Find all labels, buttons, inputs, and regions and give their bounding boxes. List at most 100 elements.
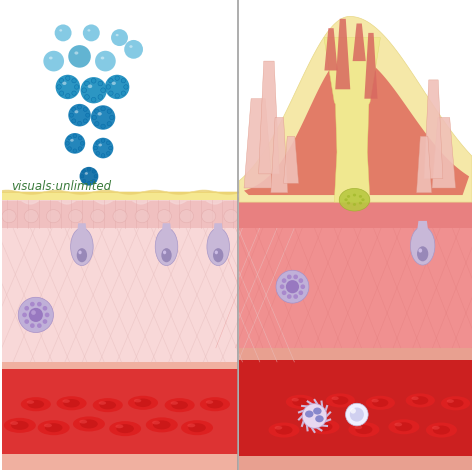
Ellipse shape	[215, 251, 218, 254]
Ellipse shape	[157, 210, 172, 223]
Ellipse shape	[366, 396, 395, 410]
Ellipse shape	[287, 294, 292, 299]
Ellipse shape	[56, 396, 87, 410]
Ellipse shape	[100, 56, 104, 59]
Circle shape	[68, 147, 72, 150]
Ellipse shape	[37, 302, 42, 306]
Ellipse shape	[345, 198, 348, 201]
Ellipse shape	[346, 403, 368, 426]
Circle shape	[101, 154, 105, 157]
Ellipse shape	[441, 396, 470, 410]
Ellipse shape	[31, 310, 36, 315]
Ellipse shape	[85, 172, 88, 175]
Ellipse shape	[43, 306, 47, 311]
Ellipse shape	[286, 395, 315, 409]
Ellipse shape	[331, 397, 339, 400]
Ellipse shape	[293, 274, 298, 279]
Circle shape	[124, 85, 128, 89]
Polygon shape	[239, 16, 472, 202]
Polygon shape	[259, 61, 279, 174]
Ellipse shape	[11, 421, 28, 430]
Circle shape	[74, 85, 79, 89]
Ellipse shape	[395, 422, 412, 431]
Circle shape	[98, 94, 103, 99]
Polygon shape	[424, 80, 443, 179]
Circle shape	[68, 136, 72, 140]
Ellipse shape	[282, 278, 286, 283]
Ellipse shape	[292, 398, 299, 401]
Ellipse shape	[276, 270, 309, 303]
Ellipse shape	[348, 422, 379, 437]
Circle shape	[94, 174, 98, 178]
Circle shape	[98, 81, 103, 86]
Ellipse shape	[213, 248, 223, 262]
Ellipse shape	[30, 302, 35, 306]
Ellipse shape	[305, 410, 313, 417]
Circle shape	[107, 151, 110, 155]
Ellipse shape	[206, 400, 213, 404]
Circle shape	[69, 113, 73, 117]
Ellipse shape	[46, 210, 61, 223]
Ellipse shape	[412, 396, 428, 405]
Ellipse shape	[350, 408, 356, 414]
Polygon shape	[77, 223, 87, 233]
Ellipse shape	[45, 313, 49, 317]
Circle shape	[55, 24, 72, 41]
Ellipse shape	[359, 195, 362, 198]
Circle shape	[115, 76, 119, 80]
Ellipse shape	[153, 420, 171, 430]
Circle shape	[95, 51, 116, 71]
Circle shape	[96, 151, 100, 155]
Ellipse shape	[187, 423, 195, 427]
Circle shape	[109, 78, 113, 83]
Circle shape	[78, 147, 82, 150]
Polygon shape	[239, 0, 472, 470]
Ellipse shape	[62, 82, 66, 85]
Ellipse shape	[98, 112, 102, 116]
Ellipse shape	[410, 227, 435, 265]
Circle shape	[82, 170, 86, 173]
Polygon shape	[283, 136, 299, 183]
Ellipse shape	[69, 210, 82, 223]
Ellipse shape	[78, 251, 82, 254]
Circle shape	[101, 139, 105, 142]
Ellipse shape	[347, 202, 350, 204]
Ellipse shape	[24, 319, 29, 324]
Ellipse shape	[207, 228, 229, 266]
Ellipse shape	[292, 398, 309, 406]
Circle shape	[73, 134, 77, 138]
Polygon shape	[335, 19, 350, 89]
Ellipse shape	[128, 396, 158, 410]
Ellipse shape	[355, 425, 362, 429]
Circle shape	[95, 109, 99, 113]
Ellipse shape	[188, 423, 206, 432]
Ellipse shape	[339, 188, 370, 211]
Ellipse shape	[361, 198, 365, 201]
Circle shape	[92, 115, 96, 120]
Ellipse shape	[419, 248, 422, 253]
Circle shape	[111, 29, 128, 46]
Circle shape	[64, 133, 85, 154]
Circle shape	[84, 81, 89, 86]
Circle shape	[78, 105, 82, 109]
Circle shape	[83, 107, 87, 111]
Circle shape	[109, 146, 112, 150]
Polygon shape	[2, 0, 238, 470]
Ellipse shape	[99, 401, 106, 405]
Ellipse shape	[49, 56, 53, 59]
Ellipse shape	[2, 210, 16, 223]
Circle shape	[87, 168, 91, 171]
Circle shape	[72, 78, 76, 83]
Ellipse shape	[71, 228, 93, 266]
Polygon shape	[213, 223, 223, 233]
Ellipse shape	[280, 284, 284, 289]
Ellipse shape	[43, 319, 47, 324]
Circle shape	[91, 97, 96, 102]
Polygon shape	[324, 38, 381, 202]
Polygon shape	[244, 54, 469, 195]
Circle shape	[96, 141, 100, 145]
Circle shape	[65, 141, 69, 145]
Polygon shape	[2, 192, 238, 200]
Ellipse shape	[268, 423, 300, 438]
Ellipse shape	[181, 420, 213, 435]
